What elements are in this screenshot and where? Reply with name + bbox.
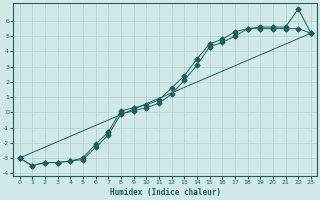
X-axis label: Humidex (Indice chaleur): Humidex (Indice chaleur)	[110, 188, 221, 197]
